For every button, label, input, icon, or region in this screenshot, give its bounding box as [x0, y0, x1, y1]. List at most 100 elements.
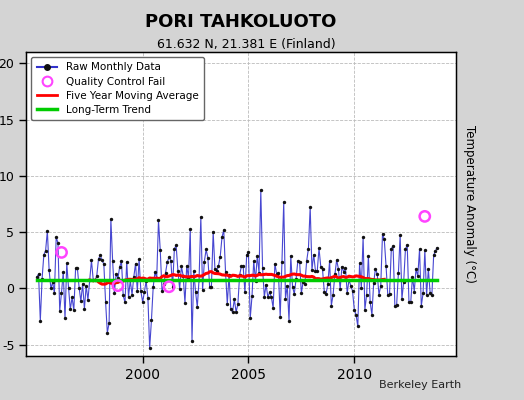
Point	[340, 268, 348, 275]
Point	[61, 315, 69, 322]
Point	[186, 226, 194, 232]
Point	[151, 269, 159, 276]
Point	[126, 277, 135, 284]
Point	[354, 323, 362, 330]
Point	[403, 242, 411, 248]
Y-axis label: Temperature Anomaly (°C): Temperature Anomaly (°C)	[463, 125, 476, 283]
Legend: Raw Monthly Data, Quality Control Fail, Five Year Moving Average, Long-Term Tren: Raw Monthly Data, Quality Control Fail, …	[31, 57, 204, 120]
Point	[154, 217, 162, 224]
Point	[112, 271, 121, 277]
Point	[272, 271, 281, 277]
Point	[244, 249, 253, 256]
Point	[417, 303, 425, 309]
Point	[271, 260, 279, 267]
Point	[325, 258, 334, 264]
Point	[137, 288, 145, 294]
Point	[315, 245, 323, 252]
Point	[334, 266, 343, 272]
Point	[176, 286, 184, 292]
Point	[71, 265, 80, 272]
Point	[93, 273, 101, 279]
Point	[430, 252, 438, 258]
Point	[431, 248, 440, 254]
Point	[266, 289, 274, 296]
Point	[372, 265, 380, 272]
Point	[234, 301, 242, 308]
Point	[117, 258, 126, 264]
Point	[396, 232, 405, 238]
Point	[387, 245, 396, 252]
Point	[281, 295, 290, 302]
Point	[202, 246, 210, 253]
Point	[306, 204, 314, 210]
Point	[209, 228, 217, 235]
Point	[228, 309, 237, 315]
Point	[54, 240, 62, 246]
Point	[336, 286, 344, 292]
Point	[332, 257, 341, 263]
Point	[410, 288, 419, 295]
Point	[288, 284, 297, 290]
Point	[110, 289, 118, 296]
Point	[380, 236, 388, 242]
Point	[128, 292, 136, 298]
Point	[299, 278, 307, 285]
Point	[368, 312, 376, 318]
Point	[384, 292, 392, 298]
Point	[308, 267, 316, 273]
Point	[48, 279, 57, 286]
Point	[359, 234, 367, 240]
Point	[193, 304, 202, 310]
Point	[52, 234, 60, 240]
Point	[243, 252, 251, 258]
Point	[246, 315, 255, 322]
Point	[319, 266, 327, 273]
Point	[64, 284, 73, 291]
Point	[172, 242, 180, 248]
Point	[80, 306, 89, 312]
Point	[269, 305, 277, 311]
Point	[195, 276, 203, 283]
Point	[56, 308, 64, 314]
Point	[173, 267, 182, 274]
Point	[361, 306, 369, 313]
Point	[412, 266, 420, 272]
Point	[426, 290, 434, 296]
Point	[389, 243, 397, 249]
Point	[226, 306, 235, 313]
Point	[123, 258, 131, 265]
Point	[204, 255, 212, 261]
Point	[146, 345, 154, 351]
Point	[232, 309, 241, 315]
Point	[366, 299, 374, 306]
Point	[304, 246, 313, 252]
Point	[257, 187, 265, 194]
Point	[416, 246, 424, 252]
Point	[38, 276, 46, 282]
Title: PORI TAHKOLUOTO: PORI TAHKOLUOTO	[145, 13, 337, 31]
Point	[152, 275, 161, 281]
Point	[163, 259, 171, 265]
Point	[267, 294, 276, 300]
Point	[103, 330, 112, 336]
Point	[287, 252, 295, 259]
Point	[290, 291, 299, 297]
Point	[107, 216, 115, 222]
Point	[77, 298, 85, 304]
Point	[248, 293, 256, 300]
Point	[421, 247, 429, 254]
Point	[191, 288, 200, 295]
Point	[331, 271, 339, 278]
Point	[357, 284, 366, 291]
Point	[428, 292, 436, 298]
Point	[408, 274, 417, 280]
Point	[373, 271, 381, 277]
Point	[407, 299, 415, 306]
Point	[237, 263, 246, 270]
Point	[32, 274, 41, 280]
Point	[40, 252, 48, 258]
Point	[135, 256, 143, 262]
Point	[392, 302, 401, 308]
Point	[375, 292, 383, 298]
Point	[235, 272, 244, 278]
